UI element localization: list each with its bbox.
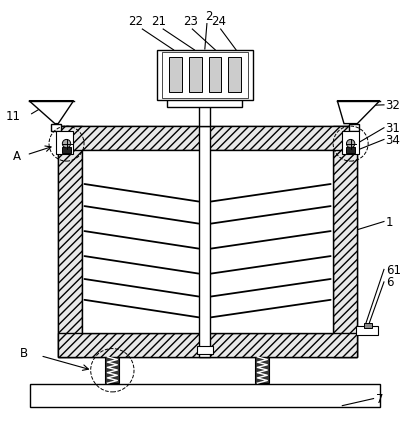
Text: 2: 2 bbox=[205, 10, 213, 23]
Text: 31: 31 bbox=[386, 122, 400, 135]
Bar bbox=[105, 357, 120, 383]
Text: 21: 21 bbox=[150, 15, 166, 28]
Bar bbox=[333, 126, 357, 357]
Bar bbox=[58, 126, 82, 357]
Bar bbox=[209, 57, 221, 92]
Bar bbox=[342, 131, 359, 154]
Bar bbox=[167, 99, 242, 107]
Bar bbox=[58, 126, 357, 357]
Bar bbox=[357, 326, 378, 335]
Polygon shape bbox=[349, 124, 359, 131]
Bar bbox=[255, 357, 270, 383]
Polygon shape bbox=[51, 124, 61, 131]
Text: 22: 22 bbox=[128, 15, 143, 28]
Bar bbox=[199, 126, 210, 357]
Polygon shape bbox=[337, 101, 380, 124]
Bar bbox=[228, 57, 241, 92]
Circle shape bbox=[347, 140, 355, 148]
Text: 11: 11 bbox=[6, 109, 21, 123]
Bar bbox=[62, 148, 71, 153]
Bar bbox=[169, 57, 182, 92]
Text: 61: 61 bbox=[386, 264, 400, 277]
Bar bbox=[364, 323, 372, 328]
Bar bbox=[58, 126, 357, 150]
Bar bbox=[82, 150, 333, 333]
Bar bbox=[157, 50, 253, 100]
Bar bbox=[30, 384, 380, 407]
Text: 34: 34 bbox=[386, 134, 400, 147]
Text: A: A bbox=[13, 150, 21, 163]
Bar bbox=[56, 131, 73, 154]
Text: 24: 24 bbox=[211, 15, 226, 28]
Text: 23: 23 bbox=[183, 15, 198, 28]
Bar bbox=[189, 57, 201, 92]
Text: 7: 7 bbox=[376, 393, 383, 406]
Text: 6: 6 bbox=[386, 276, 393, 289]
Text: B: B bbox=[20, 347, 28, 360]
Bar bbox=[58, 333, 357, 357]
Bar bbox=[347, 148, 355, 153]
Text: 1: 1 bbox=[386, 216, 393, 229]
Circle shape bbox=[62, 140, 71, 148]
Bar bbox=[199, 106, 210, 126]
Polygon shape bbox=[29, 101, 74, 124]
Bar bbox=[162, 52, 248, 98]
Bar bbox=[196, 346, 213, 354]
Text: 32: 32 bbox=[386, 99, 400, 112]
